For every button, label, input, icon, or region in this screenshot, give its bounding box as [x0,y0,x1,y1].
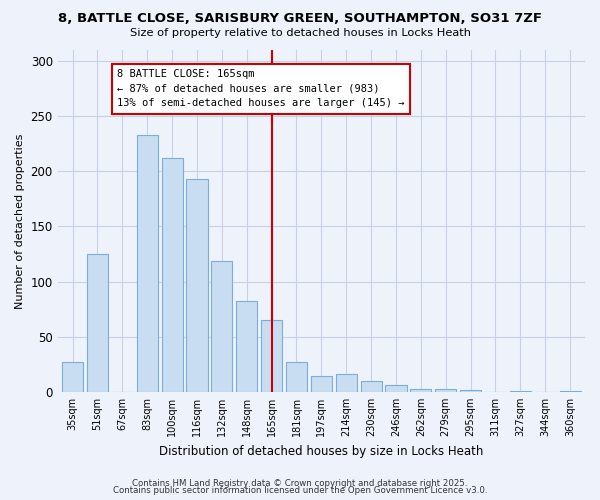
Bar [286,362,307,392]
Text: Contains public sector information licensed under the Open Government Licence v3: Contains public sector information licen… [113,486,487,495]
Bar [137,135,158,392]
Bar [161,158,182,392]
X-axis label: Distribution of detached houses by size in Locks Heath: Distribution of detached houses by size … [159,444,484,458]
Bar [236,302,257,392]
Bar [385,386,407,392]
Text: Size of property relative to detached houses in Locks Heath: Size of property relative to detached ho… [130,28,470,38]
Bar [510,391,531,392]
Y-axis label: Number of detached properties: Number of detached properties [15,134,25,308]
Bar [560,391,581,392]
Bar [211,260,232,392]
Text: Contains HM Land Registry data © Crown copyright and database right 2025.: Contains HM Land Registry data © Crown c… [132,478,468,488]
Bar [335,374,357,392]
Text: 8 BATTLE CLOSE: 165sqm
← 87% of detached houses are smaller (983)
13% of semi-de: 8 BATTLE CLOSE: 165sqm ← 87% of detached… [118,69,405,108]
Bar [87,254,108,392]
Bar [435,388,456,392]
Bar [460,390,481,392]
Text: 8, BATTLE CLOSE, SARISBURY GREEN, SOUTHAMPTON, SO31 7ZF: 8, BATTLE CLOSE, SARISBURY GREEN, SOUTHA… [58,12,542,26]
Bar [187,179,208,392]
Bar [410,388,431,392]
Bar [261,320,282,392]
Bar [311,376,332,392]
Bar [62,362,83,392]
Bar [361,381,382,392]
